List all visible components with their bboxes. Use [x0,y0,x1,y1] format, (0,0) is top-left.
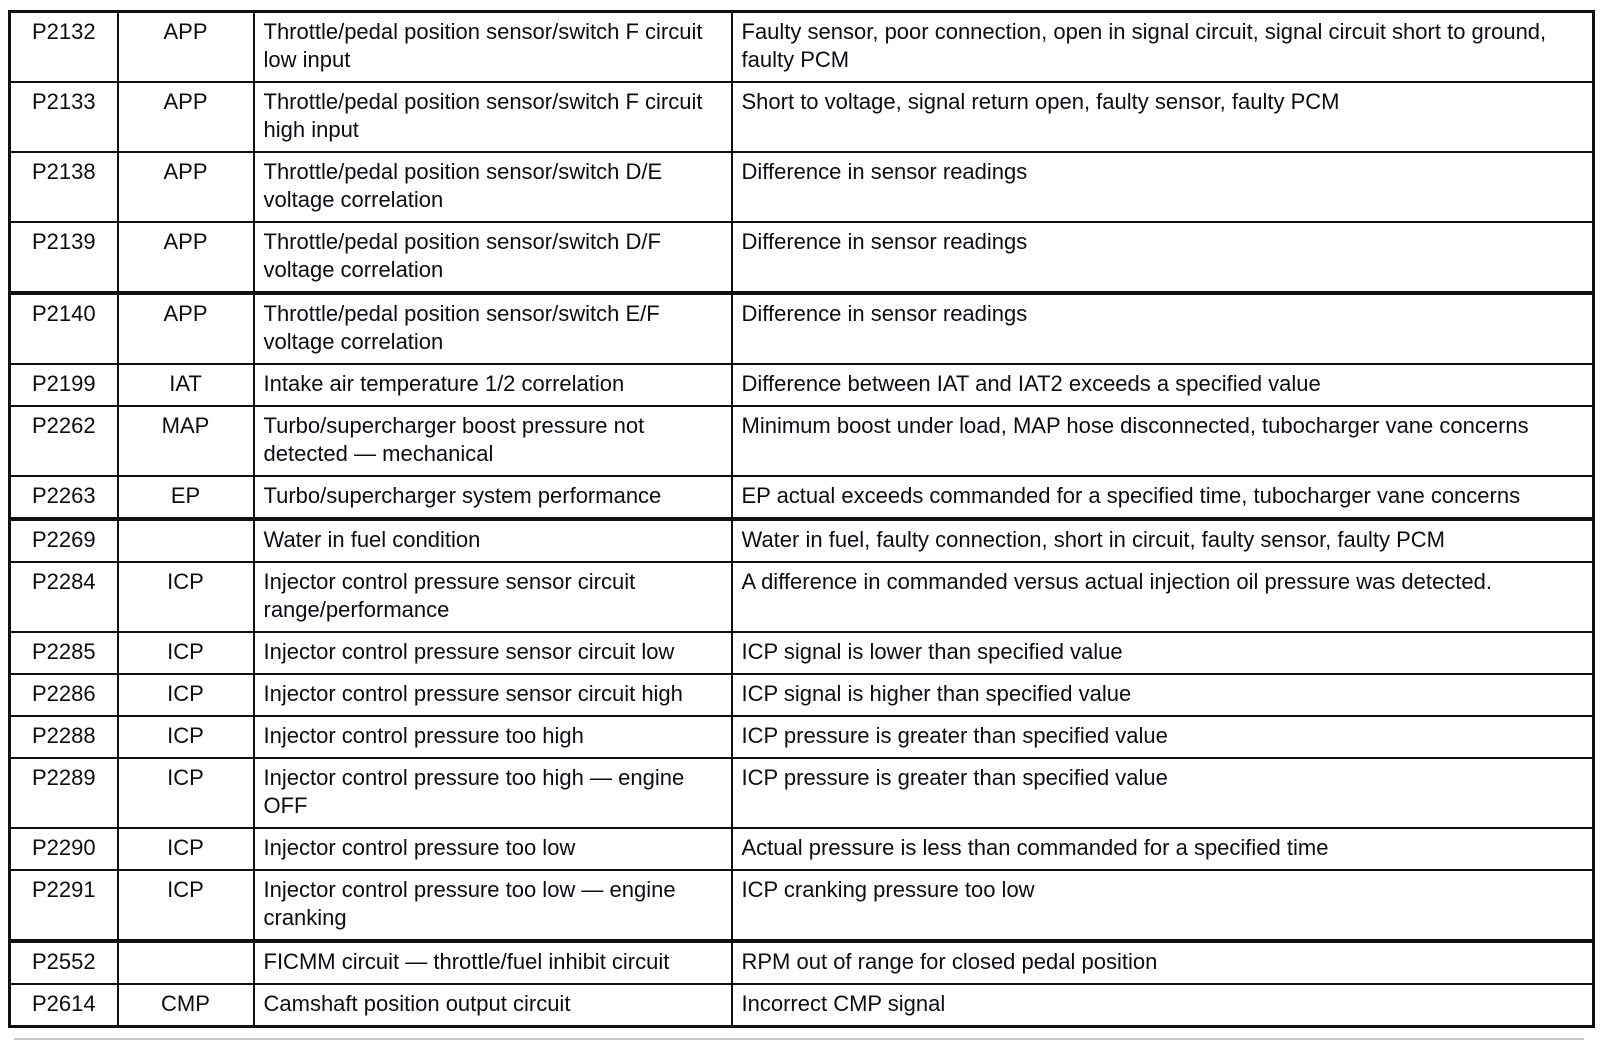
dtc-table: P2132 APP Throttle/pedal position sensor/s… [8,10,1595,1028]
dtc-system-cell [116,939,255,985]
table-row: P2284 ICP Injector control pressure sensor… [8,561,1595,633]
dtc-causes-cell: Difference in sensor readings [730,291,1595,365]
dtc-system-cell: MAP [116,405,255,477]
dtc-code-cell: P2290 [8,827,119,871]
dtc-description-cell: Injector control pressure too low [252,827,733,871]
dtc-code-cell: P2291 [8,869,119,942]
dtc-description-cell: Throttle/pedal position sensor/switch E/… [252,291,733,365]
dtc-causes-cell: EP actual exceeds commanded for a specif… [730,475,1595,520]
dtc-system-cell: ICP [116,673,255,717]
table-row: P2269 Water in fuel condition Water in fue… [8,517,1595,563]
dtc-system-cell: APP [116,291,255,365]
dtc-causes-cell: ICP cranking pressure too low [730,869,1595,942]
dtc-description-cell: Throttle/pedal position sensor/switch F … [252,10,733,83]
dtc-description-cell: Injector control pressure sensor circuit… [252,631,733,675]
dtc-code-cell: P2285 [8,631,119,675]
table-row: P2291 ICP Injector control pressure too lo… [8,869,1595,942]
dtc-description-cell: Injector control pressure sensor circuit… [252,673,733,717]
dtc-causes-cell: ICP pressure is greater than specified v… [730,757,1595,829]
dtc-causes-cell: Faulty sensor, poor connection, open in … [730,10,1595,83]
page-edge-line [14,1038,1584,1040]
dtc-code-cell: P2139 [8,221,119,294]
dtc-system-cell: IAT [116,363,255,407]
dtc-code-cell: P2288 [8,715,119,759]
dtc-description-cell: Throttle/pedal position sensor/switch D/… [252,221,733,294]
dtc-description-cell: Camshaft position output circuit [252,983,733,1028]
dtc-causes-cell: Difference in sensor readings [730,151,1595,223]
dtc-code-cell: P2199 [8,363,119,407]
table-row: P2290 ICP Injector control pressure too lo… [8,827,1595,871]
dtc-description-cell: Turbo/supercharger boost pressure not de… [252,405,733,477]
table-row: P2138 APP Throttle/pedal position sensor/s… [8,151,1595,223]
table-row: P2262 MAP Turbo/supercharger boost pressur… [8,405,1595,477]
dtc-description-cell: Injector control pressure too low — engi… [252,869,733,942]
table-row: P2286 ICP Injector control pressure sensor… [8,673,1595,717]
dtc-system-cell: APP [116,221,255,294]
dtc-causes-cell: Actual pressure is less than commanded f… [730,827,1595,871]
dtc-causes-cell: ICP signal is higher than specified valu… [730,673,1595,717]
dtc-system-cell: CMP [116,983,255,1028]
dtc-system-cell: ICP [116,757,255,829]
table-row: P2139 APP Throttle/pedal position sensor/s… [8,221,1595,294]
dtc-causes-cell: A difference in commanded versus actual … [730,561,1595,633]
dtc-code-cell: P2133 [8,81,119,153]
dtc-system-cell: APP [116,151,255,223]
table-row: P2133 APP Throttle/pedal position sensor/s… [8,81,1595,153]
dtc-causes-cell: Short to voltage, signal return open, fa… [730,81,1595,153]
dtc-code-cell: P2552 [8,939,119,985]
dtc-description-cell: Throttle/pedal position sensor/switch F … [252,81,733,153]
dtc-system-cell: APP [116,81,255,153]
dtc-description-cell: Intake air temperature 1/2 correlation [252,363,733,407]
dtc-code-cell: P2614 [8,983,119,1028]
dtc-code-cell: P2138 [8,151,119,223]
dtc-system-cell: APP [116,10,255,83]
dtc-code-cell: P2263 [8,475,119,520]
dtc-description-cell: Injector control pressure sensor circuit… [252,561,733,633]
dtc-causes-cell: ICP signal is lower than specified value [730,631,1595,675]
dtc-system-cell: ICP [116,715,255,759]
dtc-code-cell: P2286 [8,673,119,717]
dtc-code-cell: P2140 [8,291,119,365]
table-row: P2263 EP Turbo/supercharger system perform… [8,475,1595,520]
dtc-system-cell: ICP [116,631,255,675]
dtc-causes-cell: Incorrect CMP signal [730,983,1595,1028]
dtc-causes-cell: Minimum boost under load, MAP hose disco… [730,405,1595,477]
table-row: P2289 ICP Injector control pressure too hi… [8,757,1595,829]
dtc-code-cell: P2269 [8,517,119,563]
table-row: P2285 ICP Injector control pressure sensor… [8,631,1595,675]
dtc-code-cell: P2132 [8,10,119,83]
dtc-description-cell: Injector control pressure too high — eng… [252,757,733,829]
dtc-code-cell: P2289 [8,757,119,829]
dtc-code-cell: P2284 [8,561,119,633]
dtc-code-cell: P2262 [8,405,119,477]
dtc-description-cell: Turbo/supercharger system performance [252,475,733,520]
dtc-system-cell: ICP [116,869,255,942]
table-row: P2288 ICP Injector control pressure too hi… [8,715,1595,759]
dtc-causes-cell: Difference between IAT and IAT2 exceeds … [730,363,1595,407]
dtc-causes-cell: RPM out of range for closed pedal positi… [730,939,1595,985]
dtc-description-cell: Injector control pressure too high [252,715,733,759]
table-row: P2132 APP Throttle/pedal position sensor/s… [8,10,1595,83]
dtc-description-cell: Water in fuel condition [252,517,733,563]
dtc-causes-cell: Difference in sensor readings [730,221,1595,294]
table-row: P2552 FICMM circuit — throttle/fuel inhib… [8,939,1595,985]
dtc-description-cell: Throttle/pedal position sensor/switch D/… [252,151,733,223]
dtc-system-cell: EP [116,475,255,520]
table-row: P2199 IAT Intake air temperature 1/2 corre… [8,363,1595,407]
dtc-causes-cell: Water in fuel, faulty connection, short … [730,517,1595,563]
table-row: P2140 APP Throttle/pedal position sensor/s… [8,291,1595,365]
dtc-system-cell: ICP [116,561,255,633]
dtc-causes-cell: ICP pressure is greater than specified v… [730,715,1595,759]
dtc-description-cell: FICMM circuit — throttle/fuel inhibit ci… [252,939,733,985]
dtc-system-cell: ICP [116,827,255,871]
dtc-system-cell [116,517,255,563]
table-row: P2614 CMP Camshaft position output circuit… [8,983,1595,1028]
